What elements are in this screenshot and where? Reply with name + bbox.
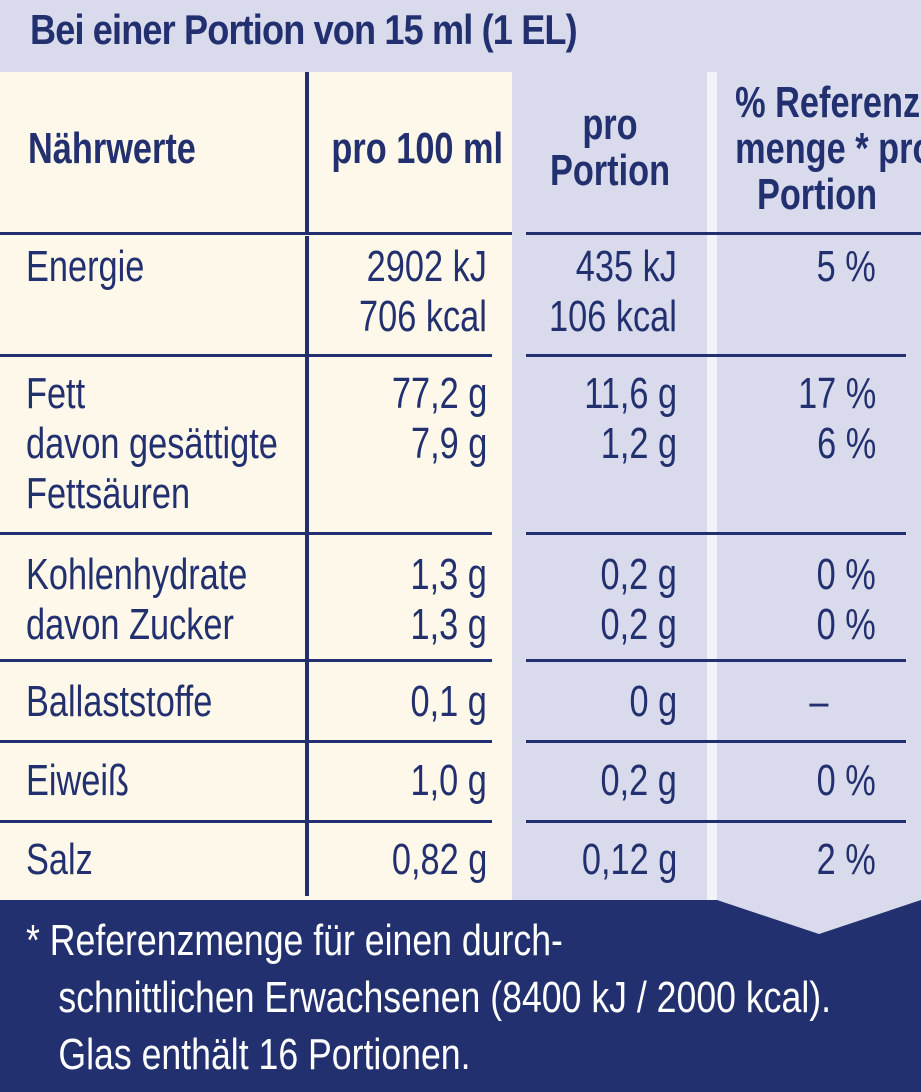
row-fat-label: Fett davon gesättigte Fettsäuren [26,369,278,519]
footnote-text: * Referenzmenge für einen durch- schnitt… [26,912,831,1083]
row-salt-per-portion: 0,12 g [582,835,677,885]
column-divider [305,72,309,234]
column-header-per-100: pro 100 ml [331,124,503,173]
reference-header-line: Portion [756,170,878,219]
row-protein-label: Eiweiß [26,756,129,806]
value-line: 7,9 g [410,419,487,468]
value-line: 1,3 g [410,550,487,599]
value-line: 17 % [797,369,876,418]
row-protein-reference: 0 % [817,756,876,806]
row-salt-reference: 2 % [817,835,876,885]
value-line: 1,3 g [410,600,487,649]
footnote-line: schnittlichen Erwachsenen (8400 kJ / 200… [58,973,832,1022]
per-portion-header-line: Portion [549,146,671,195]
value-line: 435 kJ [575,242,677,291]
row-fat-per-portion: 11,6 g 1,2 g [584,369,677,469]
row-fiber-reference: – [809,677,828,727]
row-energy-reference: 5 % [817,242,876,292]
row-divider [0,354,492,357]
value-line: 6 % [816,419,876,468]
row-salt-per-100: 0,82 g [392,835,487,885]
column-header-reference: % Referenz- menge * pro Portion [735,78,921,219]
value-line: 0 g [629,677,677,726]
row-divider [526,232,921,235]
row-label-line: Energie [26,242,145,291]
row-energy-per-100: 2902 kJ 706 kcal [359,242,487,342]
column-divider [305,236,309,896]
row-carbs-reference: 0 % 0 % [817,550,876,650]
value-line: 77,2 g [391,369,487,418]
row-fat-reference: 17 % 6 % [798,369,876,469]
value-line: – [808,677,828,726]
row-label-line: Kohlenhydrate [26,550,248,599]
row-fiber-label: Ballaststoffe [26,677,212,727]
value-line: 0,2 g [600,550,677,599]
row-salt-label: Salz [26,835,93,885]
row-carbs-per-100: 1,3 g 1,3 g [411,550,487,650]
value-line: 0,2 g [600,600,677,649]
value-line: 1,0 g [410,756,487,805]
value-line: 0,1 g [410,677,487,726]
row-carbs-per-portion: 0,2 g 0,2 g [601,550,677,650]
footnote-notch [717,900,921,934]
column-header-nutrients: Nährwerte [28,124,196,173]
row-label-line: Fettsäuren [26,469,191,518]
row-energy-label: Energie [26,242,144,292]
value-line: 0 % [816,600,876,649]
value-line: 2 % [816,835,876,884]
row-divider [0,232,512,235]
footnote-line: * Referenzmenge für einen durch- [26,916,563,965]
value-line: 5 % [816,242,876,291]
footnote-line: Glas enthält 16 Portionen. [58,1030,471,1079]
value-line: 0,82 g [391,835,487,884]
column-gap-stripe [707,72,717,902]
serving-header: Bei einer Portion von 15 ml (1 EL) [0,0,921,70]
row-fiber-per-portion: 0 g [629,677,677,727]
row-label-line: Ballaststoffe [26,677,213,726]
row-divider [526,820,906,823]
serving-title: Bei einer Portion von 15 ml (1 EL) [30,6,578,53]
value-line: 0 % [816,550,876,599]
reference-header-line: % Referenz- [735,78,921,127]
row-divider [526,354,906,357]
row-protein-per-100: 1,0 g [411,756,487,806]
row-divider [0,659,492,662]
value-line: 0,2 g [600,756,677,805]
row-label-line: Salz [26,835,93,884]
row-divider [0,532,492,535]
row-fiber-per-100: 0,1 g [411,677,487,727]
row-divider [526,532,906,535]
per-portion-header-line: pro [582,100,638,149]
row-protein-per-portion: 0,2 g [601,756,677,806]
row-label-line: Fett [26,369,86,418]
column-header-per-portion: pro Portion [532,102,688,194]
value-line: 2902 kJ [366,242,487,291]
value-line: 0 % [816,756,876,805]
value-line: 0,12 g [581,835,677,884]
row-carbs-label: Kohlenhydrate davon Zucker [26,550,247,650]
value-line: 706 kcal [359,292,487,341]
row-divider [526,740,906,743]
value-line: 1,2 g [600,419,677,468]
row-divider [526,659,906,662]
row-fat-per-100: 77,2 g 7,9 g [392,369,487,469]
reference-header-line: menge * pro [735,124,921,173]
row-label-line: davon gesättigte [26,419,278,468]
row-energy-per-portion: 435 kJ 106 kcal [549,242,677,342]
row-label-line: Eiweiß [26,756,129,805]
row-divider [0,820,492,823]
cream-panel [0,72,512,902]
row-divider [0,740,492,743]
value-line: 11,6 g [584,369,677,418]
value-line: 106 kcal [549,292,677,341]
row-label-line: davon Zucker [26,600,234,649]
